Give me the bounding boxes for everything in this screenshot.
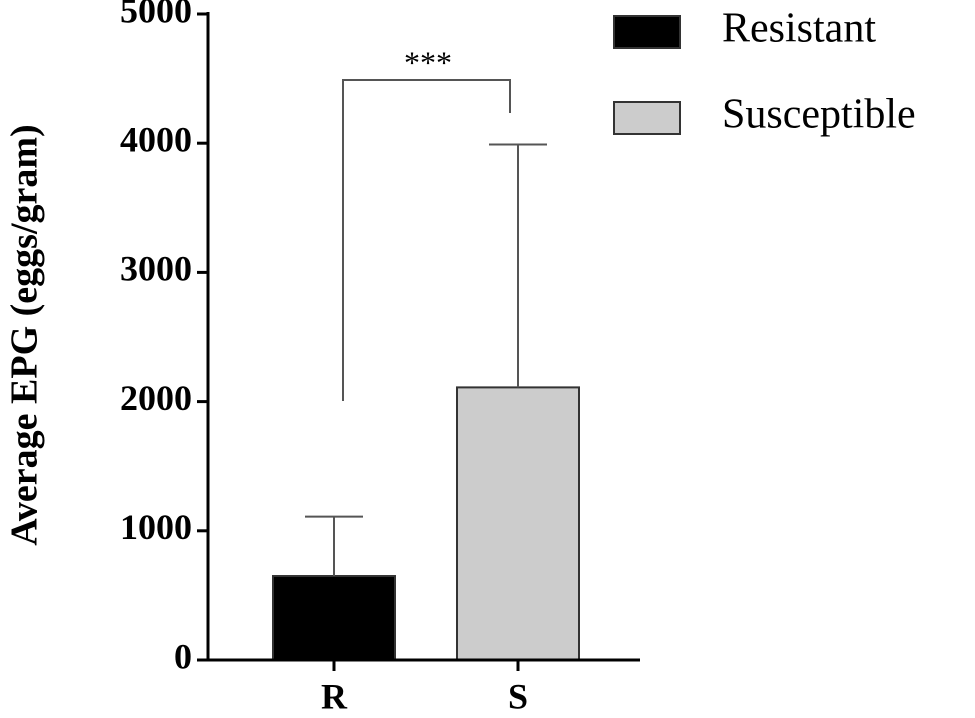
x-tick-label: S [508, 676, 528, 716]
y-tick-label: 3000 [120, 249, 192, 289]
significance-label: *** [404, 44, 452, 80]
legend-label: Susceptible [722, 92, 916, 138]
significance-bracket [342, 79, 511, 401]
legend-swatch [613, 101, 681, 135]
y-tick-label: 1000 [120, 507, 192, 547]
x-tick-label: R [321, 676, 348, 716]
legend-swatch [613, 15, 681, 49]
y-tick-label: 5000 [120, 0, 192, 30]
y-tick-label: 4000 [120, 119, 192, 159]
bar [272, 575, 396, 662]
y-tick-label: 0 [174, 636, 192, 676]
y-axis-label: Average EPG (eggs/gram) [4, 124, 46, 545]
legend-label: Resistant [722, 6, 876, 52]
y-tick-label: 2000 [120, 378, 192, 418]
bar [456, 386, 580, 661]
